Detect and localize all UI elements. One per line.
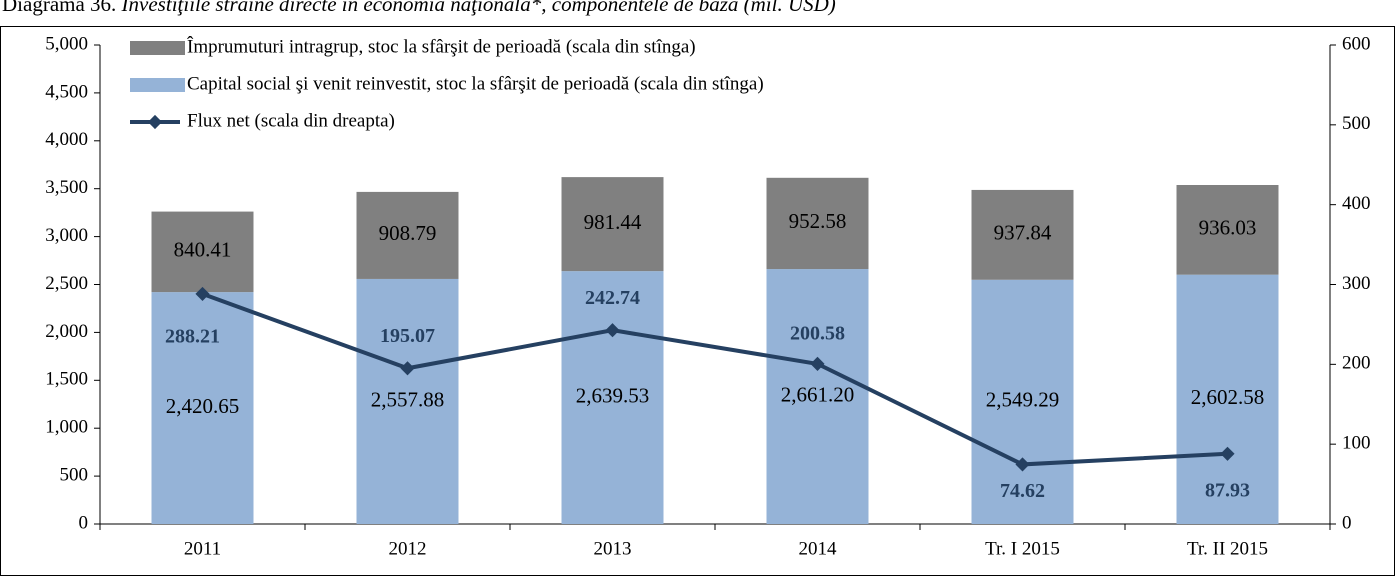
y-tick-label: 5,000 (45, 33, 88, 54)
bar-value-label: 2,661.20 (781, 382, 855, 406)
bar-value-label: 2,549.29 (986, 388, 1060, 412)
y2-tick-label: 500 (1342, 113, 1371, 134)
y-tick-label: 2,500 (45, 273, 88, 294)
flux-marker (195, 286, 210, 301)
bar-segment (151, 292, 254, 524)
x-tick-label: Tr. II 2015 (1187, 538, 1268, 559)
flux-value-label: 74.62 (1000, 480, 1045, 502)
y-tick-label: 0 (79, 512, 89, 533)
legend-swatch (130, 41, 185, 55)
bar-segment (356, 278, 459, 524)
y-tick-label: 4,500 (45, 81, 88, 102)
bar-value-label: 2,420.65 (166, 394, 240, 418)
y-tick-label: 4,000 (45, 129, 88, 150)
chart-subtitle: Investiţiile străine directe în economia… (121, 0, 836, 16)
y-tick-label: 3,500 (45, 177, 88, 198)
flux-marker (1220, 446, 1235, 461)
y2-tick-label: 300 (1342, 273, 1371, 294)
legend-swatch (130, 78, 185, 92)
flux-marker (810, 356, 825, 371)
y2-tick-label: 200 (1342, 353, 1371, 374)
bar-value-label: 981.44 (584, 210, 642, 234)
bar-value-label: 2,557.88 (371, 387, 445, 411)
y-tick-label: 2,000 (45, 321, 88, 342)
bar-segment (561, 177, 664, 272)
y2-tick-label: 0 (1342, 512, 1352, 533)
bar-segment (1176, 274, 1279, 524)
y2-tick-label: 100 (1342, 433, 1371, 454)
y-tick-label: 1,500 (45, 369, 88, 390)
flux-value-label: 195.07 (380, 325, 435, 347)
flux-value-label: 87.93 (1205, 479, 1250, 501)
legend-label: Capital social şi venit reinvestit, stoc… (187, 73, 764, 94)
legend-label: Împrumuturi intragrup, stoc la sfârşit d… (187, 35, 696, 57)
x-tick-label: 2014 (799, 538, 838, 559)
y2-tick-label: 600 (1342, 33, 1371, 54)
bar-segment (971, 279, 1074, 524)
y-tick-label: 500 (60, 464, 89, 485)
x-tick-label: 2013 (594, 538, 632, 559)
bar-value-label: 952.58 (789, 209, 847, 233)
x-tick-label: Tr. I 2015 (985, 538, 1060, 559)
bar-value-label: 2,639.53 (576, 383, 650, 407)
bar-segment (766, 177, 869, 270)
bar-segment (971, 189, 1074, 280)
bar-value-label: 2,602.58 (1191, 385, 1265, 409)
bar-value-label: 908.79 (379, 221, 437, 245)
flux-marker (400, 361, 415, 376)
chart-title: Diagrama 36. (2, 0, 116, 16)
flux-line (201, 292, 1228, 467)
bar-value-label: 936.03 (1199, 216, 1257, 240)
flux-value-label: 200.58 (790, 322, 845, 344)
bar-segment (1176, 185, 1279, 275)
bar-segment (561, 271, 664, 524)
legend-marker (147, 114, 163, 130)
flux-marker (1015, 457, 1030, 472)
flux-value-label: 288.21 (165, 326, 220, 348)
bar-segment (151, 211, 254, 293)
flux-marker (605, 323, 620, 338)
chart-title-line: Diagrama 36. Investiţiile străine direct… (2, 0, 836, 16)
y-tick-label: 1,000 (45, 417, 88, 438)
y2-tick-label: 400 (1342, 193, 1371, 214)
flux-value-label: 242.74 (585, 287, 640, 309)
bar-value-label: 840.41 (174, 238, 232, 262)
bar-segment (766, 269, 869, 524)
x-tick-label: 2012 (389, 538, 427, 559)
bar-segment (356, 191, 459, 279)
y-tick-label: 3,000 (45, 225, 88, 246)
x-tick-label: 2011 (184, 538, 221, 559)
bar-value-label: 937.84 (994, 221, 1052, 245)
legend-label: Flux net (scala din dreapta) (187, 110, 395, 131)
